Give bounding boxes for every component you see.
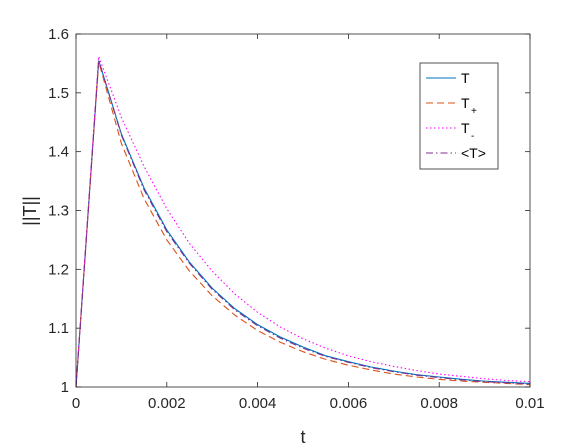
x-tick-label: 0.002: [148, 395, 186, 412]
legend-label: <T>: [461, 145, 486, 161]
legend: TT+T-<T>: [419, 62, 499, 170]
y-tick-label: 1.2: [48, 261, 69, 278]
x-axis-label: t: [300, 427, 305, 447]
legend-label-subscript: -: [471, 131, 474, 142]
legend-box: [419, 62, 499, 170]
y-tick-label: 1.3: [48, 203, 69, 220]
y-tick-label: 1.4: [48, 144, 69, 161]
legend-label-subscript: +: [471, 106, 477, 117]
x-tick-label: 0: [72, 395, 80, 412]
y-tick-label: 1.6: [48, 26, 69, 43]
legend-label: T: [461, 95, 470, 111]
y-tick-label: 1: [61, 379, 69, 396]
legend-label: T: [461, 70, 470, 86]
series-line-1: [75, 61, 531, 388]
x-tick-label: 0.01: [515, 395, 544, 412]
series-layer: [75, 56, 531, 388]
x-tick-label: 0.006: [330, 395, 368, 412]
x-tick-label: 0.004: [239, 395, 277, 412]
series-line-0: [75, 60, 531, 388]
y-tick-label: 1.5: [48, 85, 69, 102]
x-tick-label: 0.008: [420, 395, 458, 412]
legend-label: T: [461, 120, 470, 136]
y-tick-label: 1.1: [48, 320, 69, 337]
y-axis-label: ||T||: [20, 196, 40, 226]
series-line-3: [75, 59, 531, 388]
ticks-layer: 0 0.002 0.004 0.006 0.008 0.01 1 1.1 1.2 1.3 1.4 1.…: [48, 26, 544, 412]
legend-items: TT+T-<T>: [426, 70, 486, 161]
